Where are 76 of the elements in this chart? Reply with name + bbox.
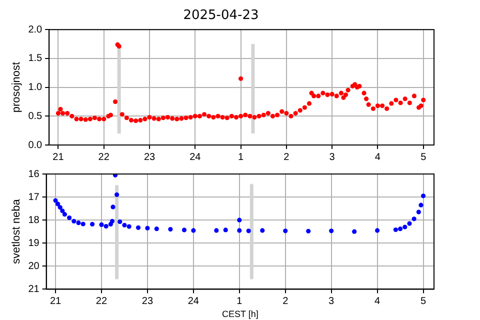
- point: [72, 218, 76, 224]
- point: [306, 228, 311, 234]
- x-tick-label: 1: [236, 296, 243, 307]
- y-tick-label: 18: [28, 214, 40, 226]
- point: [223, 228, 228, 232]
- point: [418, 202, 424, 208]
- x-tick-label: 3: [329, 152, 336, 163]
- x-tick-label: 22: [98, 152, 110, 163]
- point: [80, 222, 86, 226]
- x-tick-label: 22: [96, 296, 108, 307]
- y-tick-label: 20: [28, 260, 40, 272]
- point: [352, 229, 357, 234]
- chart-title: 2025-04-23: [183, 8, 259, 24]
- point: [375, 228, 380, 233]
- point: [237, 218, 242, 222]
- point: [246, 228, 251, 234]
- point: [136, 225, 141, 230]
- y-tick-label: 1.0: [28, 82, 43, 94]
- x-tick-label: 5: [420, 152, 427, 163]
- y-tick-label: 2.0: [28, 24, 43, 36]
- y-axis-title: prosojnost: [10, 62, 23, 113]
- point: [145, 226, 150, 230]
- point: [260, 228, 265, 233]
- point: [191, 228, 196, 233]
- point: [114, 192, 120, 198]
- point: [237, 228, 242, 233]
- point: [182, 228, 187, 232]
- point: [393, 227, 398, 232]
- point: [126, 224, 132, 229]
- point: [168, 226, 173, 232]
- x-tick-label: 2: [284, 152, 290, 163]
- point: [118, 219, 122, 224]
- y-axis-title: svetlost neba: [10, 198, 23, 264]
- point: [76, 220, 81, 226]
- y-tick-label: 19: [28, 238, 40, 249]
- x-tick-label: 23: [144, 152, 156, 163]
- x-tick-label: 4: [374, 152, 381, 163]
- point: [402, 224, 408, 230]
- y-tick-label: 17: [28, 192, 40, 203]
- point: [58, 205, 62, 210]
- x-tick-label: 24: [188, 296, 200, 307]
- x-tick-label: 24: [190, 152, 202, 163]
- point: [214, 228, 219, 233]
- point: [99, 222, 104, 227]
- point: [56, 202, 60, 206]
- point: [420, 194, 426, 198]
- x-axis-title: CEST [h]: [222, 309, 258, 320]
- point: [90, 222, 95, 227]
- x-tick-label: 2: [282, 296, 289, 307]
- point: [154, 226, 159, 232]
- x-tick-label: 1: [238, 152, 244, 163]
- y-tick-label: 21: [28, 284, 40, 295]
- point: [62, 212, 68, 217]
- x-tick-label: 21: [52, 152, 64, 163]
- point: [104, 224, 108, 229]
- x-tick-label: 21: [50, 296, 62, 307]
- point: [407, 221, 412, 226]
- point: [412, 216, 416, 222]
- y-tick-label: 0.0: [28, 140, 43, 151]
- y-tick-label: 1.5: [28, 53, 43, 64]
- y-tick-label: 16: [28, 168, 40, 180]
- y-tick-label: 0.5: [28, 110, 43, 122]
- point: [110, 204, 116, 210]
- point: [67, 215, 72, 220]
- point: [416, 210, 421, 214]
- point: [122, 222, 127, 228]
- point: [398, 226, 403, 232]
- x-tick-label: 4: [374, 296, 381, 307]
- point: [329, 228, 334, 234]
- x-tick-label: 5: [420, 296, 426, 307]
- point: [60, 208, 65, 214]
- point: [110, 218, 115, 224]
- x-tick-label: 23: [142, 296, 154, 307]
- point: [283, 228, 288, 234]
- point: [53, 198, 58, 203]
- x-tick-label: 3: [328, 296, 335, 307]
